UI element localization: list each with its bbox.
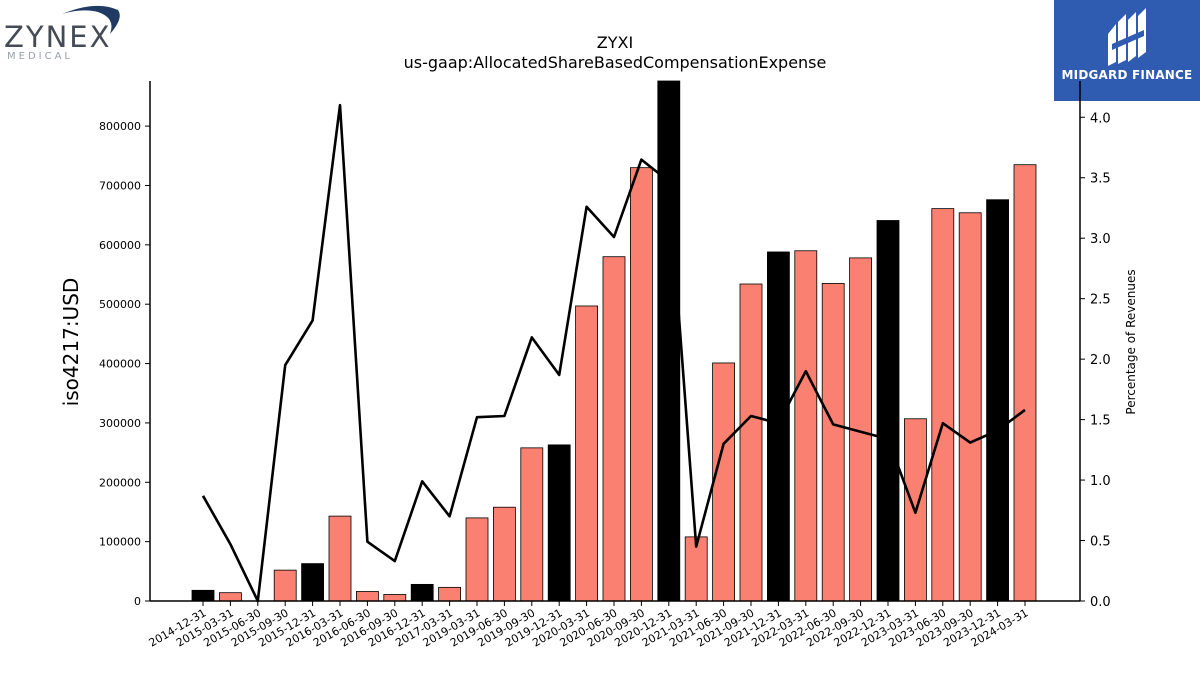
bar xyxy=(438,586,462,602)
y-tick-label-right: 3.0 xyxy=(1090,232,1111,247)
midgard-mark-icon xyxy=(1108,8,1146,66)
y-tick-label-right: 1.0 xyxy=(1090,474,1111,489)
bar xyxy=(821,283,845,602)
chart-title: ZYXI xyxy=(597,33,633,52)
y-tick-label: 500000 xyxy=(99,298,141,311)
bar xyxy=(794,250,818,602)
zynex-medical-logo: ZYNEX MEDICAL xyxy=(0,0,125,65)
bar xyxy=(273,569,297,602)
bar xyxy=(986,199,1009,602)
bar xyxy=(218,592,242,602)
y-tick-label-right: 4.0 xyxy=(1090,111,1111,126)
bar xyxy=(301,563,325,602)
y-tick-label-right: 2.0 xyxy=(1090,353,1111,368)
bar xyxy=(492,506,516,602)
y-tick-label: 100000 xyxy=(99,536,141,549)
bar xyxy=(931,208,955,602)
bar xyxy=(712,362,735,602)
bar xyxy=(630,167,653,602)
y-tick-label-right: 2.5 xyxy=(1090,293,1111,308)
y-tick-label: 400000 xyxy=(99,358,141,371)
y-tick-label: 600000 xyxy=(99,239,141,252)
bar xyxy=(547,444,571,602)
bar xyxy=(520,447,544,602)
bar xyxy=(1013,164,1037,602)
y-axis-label-right: Percentage of Revenues xyxy=(1124,269,1138,414)
bar xyxy=(958,212,982,602)
bar xyxy=(657,80,681,602)
bar xyxy=(328,515,352,602)
y-tick-label-right: 1.5 xyxy=(1090,414,1111,429)
bar xyxy=(602,256,626,602)
line-series xyxy=(201,103,1026,603)
y-tick-label: 0 xyxy=(134,595,141,608)
y-tick-label: 300000 xyxy=(99,417,141,430)
y-tick-label: 800000 xyxy=(99,120,141,133)
chart-subtitle: us-gaap:AllocatedShareBasedCompensationE… xyxy=(404,53,827,72)
logo-left-main: ZYNEX xyxy=(4,20,111,54)
bar-series xyxy=(191,80,1037,602)
bar xyxy=(383,594,407,602)
percentage-line xyxy=(201,103,1026,603)
y-axis-label: iso4217:USD xyxy=(59,278,83,407)
y-tick-label: 700000 xyxy=(99,179,141,192)
bar xyxy=(355,591,379,602)
logo-left-sub: MEDICAL xyxy=(7,51,73,62)
y-tick-label-right: 0.5 xyxy=(1090,535,1111,550)
y-tick-label: 200000 xyxy=(99,476,141,489)
bar xyxy=(465,517,489,602)
midgard-finance-logo: MIDGARD FINANCE xyxy=(1054,0,1200,101)
y-tick-label-right: 3.5 xyxy=(1090,172,1111,187)
bar xyxy=(876,220,900,602)
logo-right-name: MIDGARD FINANCE xyxy=(1061,68,1193,82)
bar xyxy=(410,583,434,602)
bar xyxy=(191,589,215,602)
y-tick-label-right: 0.0 xyxy=(1090,595,1111,610)
bar xyxy=(739,283,763,602)
bar xyxy=(575,305,598,602)
bar xyxy=(767,251,790,602)
